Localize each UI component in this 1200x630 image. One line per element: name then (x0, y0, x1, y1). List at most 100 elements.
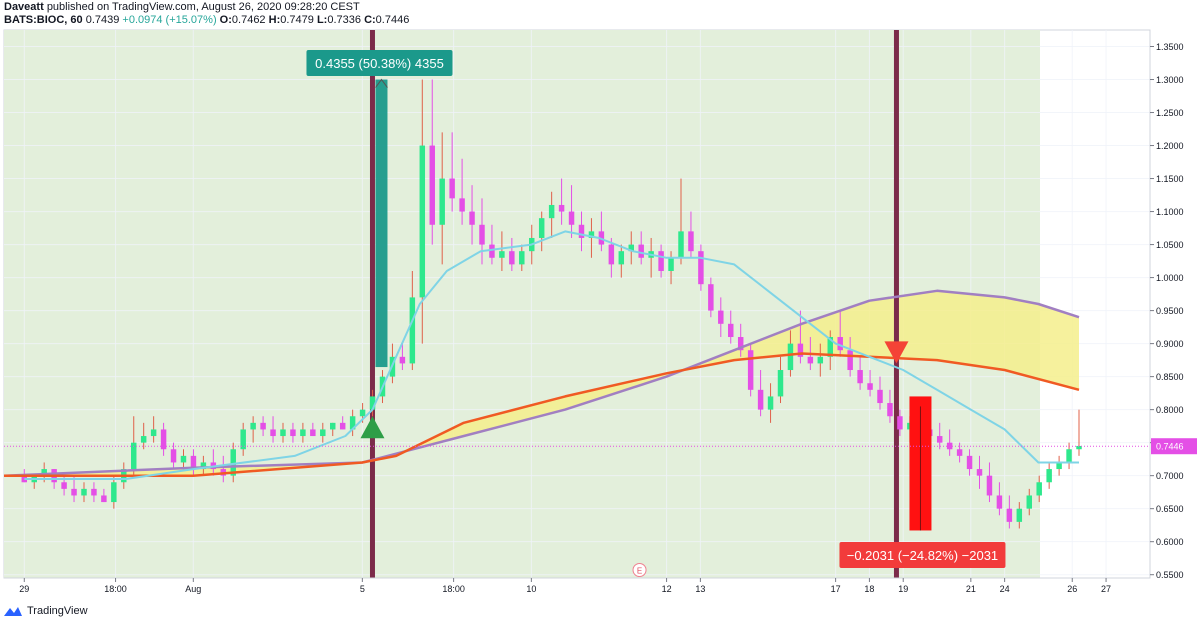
time-axis-label: 10 (526, 584, 536, 594)
candle-body (160, 429, 167, 450)
candle (270, 416, 276, 443)
candle-body (996, 495, 1003, 509)
candle-body (1076, 445, 1082, 450)
high-value: 0.7479 (280, 14, 314, 26)
candle (260, 416, 266, 437)
candle (150, 416, 157, 443)
candle (618, 244, 625, 278)
candle (1026, 488, 1032, 516)
candle (718, 297, 724, 338)
price-axis-label: 0.6000 (1156, 537, 1184, 547)
candle (827, 330, 833, 371)
candle (439, 132, 445, 265)
candle-body (658, 251, 664, 271)
tradingview-logo-icon (4, 607, 22, 616)
candle (737, 323, 744, 357)
candle (91, 482, 97, 503)
candle (190, 449, 197, 476)
short-measure-label-box (839, 542, 1006, 568)
candle-body (728, 323, 734, 338)
candle-body (668, 257, 674, 271)
candle-body (1036, 482, 1042, 496)
candle-body (409, 297, 416, 364)
last-price-badge-label: 0.7446 (1156, 442, 1184, 452)
candle (1016, 502, 1023, 529)
candle-body (538, 218, 545, 238)
candle (170, 442, 177, 470)
candle (728, 310, 734, 344)
candle-body (449, 178, 455, 199)
candle (698, 244, 704, 291)
candle (558, 178, 565, 225)
candle-body (1046, 469, 1052, 483)
price-axis-label: 1.0000 (1156, 273, 1184, 283)
candle (767, 383, 774, 423)
price-axis-label: 0.6500 (1156, 504, 1184, 514)
price-axis-label: 1.1000 (1156, 207, 1184, 217)
candle-body (608, 244, 615, 265)
time-axis-label: 19 (898, 584, 908, 594)
candle-body (1006, 508, 1013, 522)
candle (509, 237, 515, 271)
candle (399, 343, 406, 371)
short-measure-label: −0.2031 (−24.82%) −2031 (847, 548, 998, 563)
price-axis-label: 1.0500 (1156, 240, 1184, 250)
candle-body (867, 383, 873, 390)
candle-body (250, 422, 256, 430)
candle (290, 422, 296, 443)
candle (330, 422, 336, 437)
candle-body (877, 389, 883, 404)
candle-body (558, 204, 565, 212)
candle-body (270, 429, 276, 437)
long-measure-arrow-icon (375, 78, 388, 88)
candle (489, 224, 495, 265)
candle-body (369, 396, 376, 410)
candle-body (150, 429, 157, 437)
candle (757, 370, 764, 417)
candle (538, 211, 545, 252)
publish-info: published on TradingView.com, August 26,… (46, 1, 360, 13)
candle-body (857, 370, 863, 384)
earnings-marker-label: E (637, 567, 642, 576)
candle-body (101, 495, 107, 503)
time-axis-label: 18:00 (104, 584, 127, 594)
candle-body (330, 422, 336, 430)
close-value: 0.7446 (375, 14, 410, 26)
candle-body (439, 178, 445, 225)
symbol-name: BATS:BIOC, 60 (4, 14, 83, 26)
candle (678, 178, 684, 265)
candle-body (399, 356, 406, 364)
candle (1076, 409, 1082, 456)
long-measure-label: 0.4355 (50.38%) 4355 (315, 56, 444, 71)
candle-body (568, 211, 575, 225)
candle (996, 482, 1003, 516)
candle (777, 356, 784, 404)
candle (160, 422, 167, 456)
candle-body (638, 244, 644, 258)
symbol-line: BATS:BIOC, 60 0.7439 +0.0974 (+15.07%) O… (4, 14, 409, 26)
candle (1036, 475, 1042, 503)
price-axis-label: 0.5500 (1156, 570, 1184, 580)
candle (867, 370, 873, 397)
candle-body (807, 356, 814, 364)
price-axis-label: 0.8000 (1156, 405, 1184, 415)
candle-body (280, 429, 286, 437)
candle (200, 455, 207, 476)
fast-ma-line (24, 230, 1079, 480)
candle (877, 376, 883, 410)
candle (81, 482, 87, 503)
candle-body (300, 429, 306, 437)
candle (887, 389, 893, 423)
candle-body (260, 422, 266, 430)
price-axis-label: 1.2500 (1156, 108, 1184, 118)
time-axis-label: 18:00 (442, 584, 465, 594)
candle-body (757, 389, 764, 410)
candle (568, 185, 575, 238)
candle-body (61, 482, 67, 489)
candle (1006, 495, 1013, 529)
candle-body (140, 436, 147, 443)
candle-body (130, 442, 137, 470)
candle-body (111, 482, 117, 503)
